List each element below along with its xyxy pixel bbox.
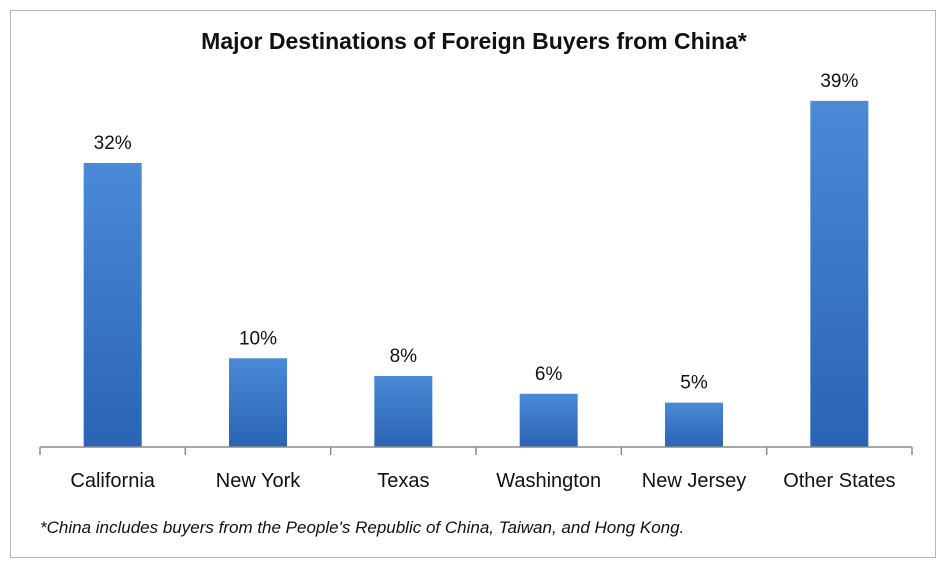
data-label: 8% [390,346,418,367]
chart-footnote: *China includes buyers from the People's… [40,518,685,537]
bar-other-states [810,100,869,447]
bar-new-york [229,358,287,447]
category-label: New Jersey [642,470,746,492]
data-label: 32% [94,133,132,154]
bar-texas [374,376,433,447]
bar-california [83,163,142,447]
bar-new-jersey [665,402,723,447]
category-label: Washington [496,470,601,492]
data-label: 10% [239,328,277,349]
chart-frame [10,10,936,558]
chart-title: Major Destinations of Foreign Buyers fro… [201,28,747,54]
data-label: 6% [535,364,563,385]
data-label: 5% [680,373,708,394]
category-label: Texas [377,470,429,492]
category-label: New York [216,470,301,492]
bar-washington [519,393,578,447]
data-label: 39% [820,71,858,92]
category-label: California [70,470,155,492]
category-label: Other States [783,470,895,492]
